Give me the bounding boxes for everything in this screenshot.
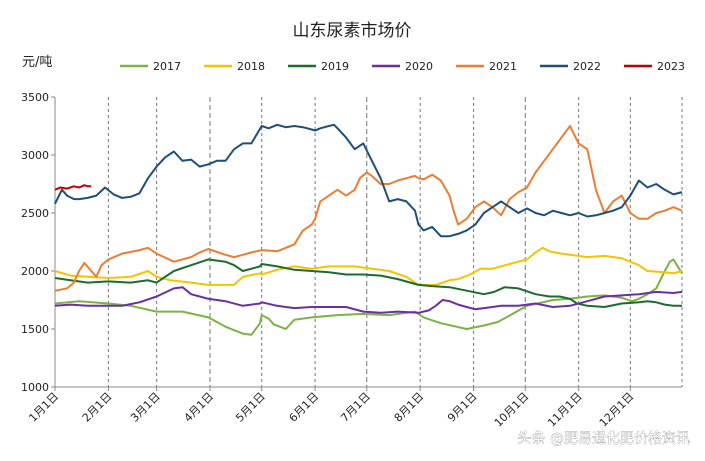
legend-label: 2022 <box>573 60 601 73</box>
x-tick-label: 12月1日 <box>597 390 637 430</box>
series-line-2021 <box>54 125 683 292</box>
watermark: 头条 @肥易通化肥价格资讯 <box>518 430 690 447</box>
series-line-2022 <box>54 123 683 238</box>
series-line-2018 <box>54 246 683 286</box>
y-tick-label: 2000 <box>21 265 49 278</box>
x-tick-label: 2月1日 <box>80 390 115 425</box>
y-tick-label: 3000 <box>21 149 49 162</box>
y-tick-label: 1500 <box>21 323 49 336</box>
legend-label: 2021 <box>489 60 517 73</box>
x-tick-label: 5月1日 <box>233 390 268 425</box>
y-tick-label: 3500 <box>21 91 49 104</box>
x-tick-label: 11月1日 <box>545 390 585 430</box>
x-tick-label: 8月1日 <box>392 390 427 425</box>
chart-title: 山东尿素市场价 <box>293 21 412 41</box>
series-line-2023 <box>54 184 92 191</box>
x-tick-label: 10月1日 <box>492 390 532 430</box>
x-tick-label: 9月1日 <box>445 390 480 425</box>
legend-label: 2017 <box>153 60 181 73</box>
legend-label: 2018 <box>237 60 265 73</box>
series-lines <box>54 123 683 336</box>
y-tick-label: 1000 <box>21 381 49 394</box>
legend: 2017 2018 2019 2020 2021 2022 2023 <box>120 60 685 73</box>
x-tick-label: 4月1日 <box>182 390 217 425</box>
series-line-2019 <box>54 258 682 308</box>
x-tick-label: 6月1日 <box>287 390 322 425</box>
axes <box>54 97 682 388</box>
series-line-2017 <box>54 258 683 336</box>
x-tick-label: 7月1日 <box>338 390 373 425</box>
y-axis-unit: 元/吨 <box>22 55 52 70</box>
grid <box>107 97 683 387</box>
y-tick-label: 2500 <box>21 207 49 220</box>
y-ticks: 1000 1500 2000 2500 3000 3500 <box>21 91 55 394</box>
x-ticks: 1月1日 2月1日 3月1日 4月1日 5月1日 6月1日 7月1日 8月1日 9月1日 10月1… <box>26 387 636 430</box>
legend-label: 2019 <box>321 60 349 73</box>
legend-label: 2020 <box>405 60 433 73</box>
legend-label: 2023 <box>657 60 685 73</box>
x-tick-label: 1月1日 <box>26 390 61 425</box>
x-tick-label: 3月1日 <box>128 390 163 425</box>
series-line-2020 <box>54 286 683 314</box>
